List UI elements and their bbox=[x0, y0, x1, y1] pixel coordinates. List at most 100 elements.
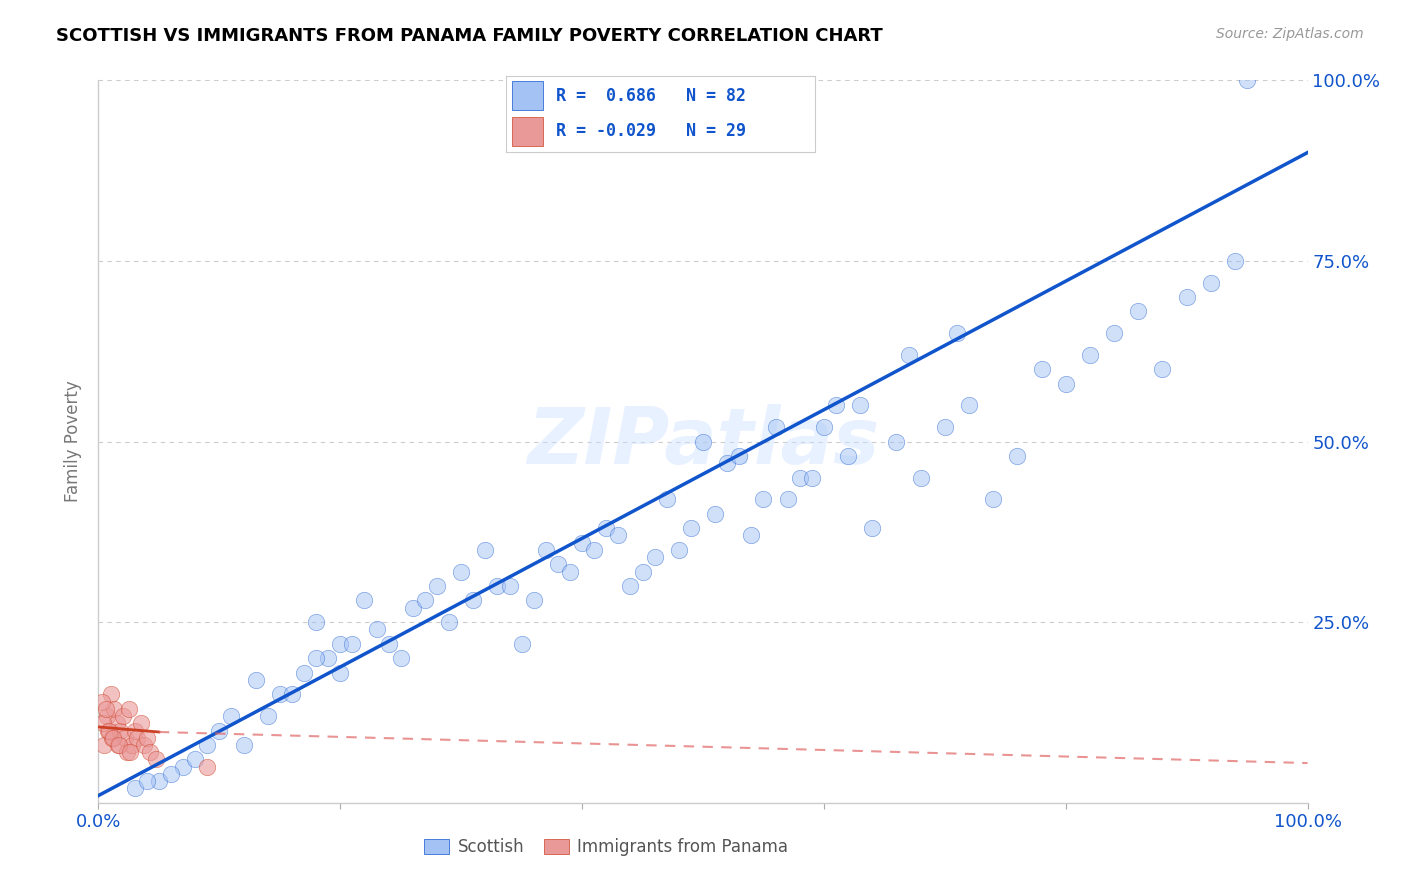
Point bbox=[134, 738, 156, 752]
Point bbox=[450, 565, 472, 579]
Point bbox=[108, 723, 131, 738]
Point bbox=[305, 651, 328, 665]
Point bbox=[668, 542, 690, 557]
Legend: Scottish, Immigrants from Panama: Scottish, Immigrants from Panama bbox=[418, 831, 794, 863]
Point bbox=[281, 687, 304, 701]
Point bbox=[800, 470, 823, 484]
Point bbox=[679, 521, 702, 535]
Point bbox=[1102, 326, 1125, 340]
Point bbox=[523, 593, 546, 607]
Point bbox=[105, 716, 128, 731]
Point bbox=[145, 752, 167, 766]
Point bbox=[704, 507, 727, 521]
Point bbox=[595, 521, 617, 535]
Point bbox=[256, 709, 278, 723]
Point bbox=[402, 600, 425, 615]
Point bbox=[825, 398, 848, 412]
Point bbox=[607, 528, 630, 542]
Point bbox=[111, 709, 134, 723]
Point bbox=[776, 492, 799, 507]
Point bbox=[655, 492, 678, 507]
Point bbox=[534, 542, 557, 557]
Point bbox=[316, 651, 339, 665]
Point bbox=[1128, 304, 1150, 318]
Point bbox=[1007, 449, 1029, 463]
Point bbox=[558, 565, 581, 579]
Point bbox=[1223, 253, 1246, 268]
Point bbox=[498, 579, 520, 593]
Point bbox=[195, 760, 218, 774]
Point bbox=[97, 723, 120, 738]
Point bbox=[118, 702, 141, 716]
Point bbox=[269, 687, 291, 701]
Point bbox=[957, 398, 980, 412]
Point bbox=[486, 579, 509, 593]
Point bbox=[437, 615, 460, 630]
Point bbox=[547, 558, 569, 572]
Point bbox=[426, 579, 449, 593]
Point bbox=[1054, 376, 1077, 391]
Bar bbox=[512, 117, 543, 145]
Point bbox=[1199, 276, 1222, 290]
Point bbox=[474, 542, 496, 557]
Point bbox=[716, 456, 738, 470]
Point bbox=[1078, 348, 1101, 362]
Text: R = -0.029   N = 29: R = -0.029 N = 29 bbox=[555, 122, 745, 140]
Point bbox=[107, 738, 129, 752]
Point bbox=[292, 665, 315, 680]
Point bbox=[94, 702, 117, 716]
Point bbox=[692, 434, 714, 449]
Point bbox=[108, 738, 131, 752]
Point bbox=[463, 593, 485, 607]
Point bbox=[510, 637, 533, 651]
Point bbox=[740, 528, 762, 542]
Point bbox=[221, 709, 243, 723]
Point bbox=[849, 398, 872, 412]
Point bbox=[100, 687, 122, 701]
Point bbox=[114, 731, 136, 745]
Point bbox=[789, 470, 811, 484]
Text: SCOTTISH VS IMMIGRANTS FROM PANAMA FAMILY POVERTY CORRELATION CHART: SCOTTISH VS IMMIGRANTS FROM PANAMA FAMIL… bbox=[56, 27, 883, 45]
Point bbox=[305, 615, 328, 630]
Point bbox=[208, 723, 231, 738]
Point bbox=[135, 774, 157, 789]
Point bbox=[135, 731, 157, 745]
Point bbox=[765, 420, 787, 434]
Point bbox=[184, 752, 207, 766]
Point bbox=[1152, 362, 1174, 376]
Point bbox=[118, 745, 141, 759]
Text: ZIPatlas: ZIPatlas bbox=[527, 403, 879, 480]
Point bbox=[934, 420, 956, 434]
Point bbox=[728, 449, 751, 463]
Point bbox=[139, 745, 162, 759]
Point bbox=[1031, 362, 1053, 376]
Point bbox=[981, 492, 1004, 507]
Point bbox=[583, 542, 606, 557]
Point bbox=[377, 637, 399, 651]
Point bbox=[329, 665, 352, 680]
Point bbox=[619, 579, 641, 593]
Point bbox=[117, 745, 139, 759]
Point bbox=[329, 637, 352, 651]
Text: Source: ZipAtlas.com: Source: ZipAtlas.com bbox=[1216, 27, 1364, 41]
Point bbox=[353, 593, 375, 607]
Point bbox=[837, 449, 859, 463]
Point bbox=[148, 774, 170, 789]
Point bbox=[910, 470, 932, 484]
Point bbox=[103, 702, 125, 716]
Point bbox=[860, 521, 883, 535]
Point bbox=[129, 716, 152, 731]
Point bbox=[1175, 290, 1198, 304]
Point bbox=[100, 731, 122, 745]
Point bbox=[571, 535, 593, 549]
Point bbox=[1236, 73, 1258, 87]
Point bbox=[127, 731, 149, 745]
Point bbox=[93, 738, 115, 752]
Point bbox=[389, 651, 412, 665]
Point bbox=[232, 738, 254, 752]
Y-axis label: Family Poverty: Family Poverty bbox=[65, 381, 83, 502]
Point bbox=[631, 565, 654, 579]
Point bbox=[342, 637, 364, 651]
Point bbox=[245, 673, 267, 687]
Point bbox=[91, 695, 114, 709]
